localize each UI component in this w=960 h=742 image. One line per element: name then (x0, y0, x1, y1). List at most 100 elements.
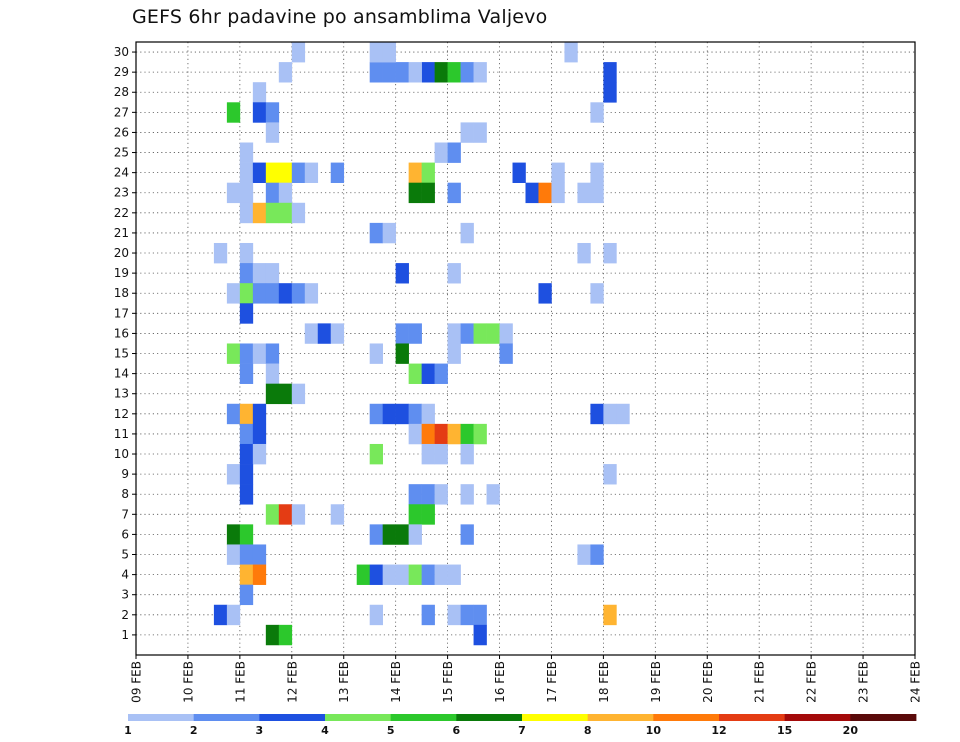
precip-cell (252, 443, 267, 465)
precip-cell (226, 102, 241, 123)
precip-cell (252, 82, 267, 103)
colorbar-segment (456, 714, 523, 721)
precip-cell (265, 624, 280, 646)
precip-cell (499, 343, 513, 364)
precip-cell (304, 323, 319, 344)
precip-cell (473, 604, 487, 626)
y-tick-label: 3 (121, 588, 129, 602)
y-tick-label: 4 (121, 568, 129, 582)
colorbar-label: 1 (124, 724, 132, 737)
x-tick-label: 15 FEB (441, 661, 455, 703)
y-tick-label: 6 (121, 527, 129, 541)
precip-cell (512, 162, 526, 183)
precip-cell (239, 182, 254, 204)
precip-cell (590, 544, 604, 565)
precip-cell (291, 504, 306, 525)
precip-cell (369, 42, 383, 63)
y-tick-label: 26 (114, 125, 129, 139)
x-tick-label: 09 FEB (130, 661, 144, 703)
precip-cell (590, 162, 604, 183)
y-tick-label: 18 (114, 286, 129, 300)
precip-cell (239, 423, 254, 445)
precip-cell (369, 524, 383, 545)
precip-cell (252, 263, 267, 284)
precip-cell (252, 564, 267, 585)
precip-cell (551, 162, 565, 183)
plot-frame (135, 41, 916, 656)
precip-cell (226, 544, 241, 565)
precip-cell (395, 564, 409, 585)
precip-cell (265, 383, 280, 405)
x-tick-label: 16 FEB (493, 661, 507, 703)
precip-cell (239, 363, 254, 384)
precip-cell (278, 283, 293, 304)
precip-cell (577, 182, 591, 204)
x-tick-label: 21 FEB (753, 661, 767, 703)
precip-cell (304, 162, 319, 183)
precip-cell (447, 564, 461, 585)
precip-cell (252, 102, 267, 123)
precip-cell (265, 162, 280, 183)
y-tick-label: 19 (114, 266, 129, 280)
precip-cell (213, 604, 228, 626)
precip-cell (408, 323, 422, 344)
precip-cell (369, 564, 383, 585)
precip-cell (252, 343, 267, 364)
colorbar-segment (719, 714, 786, 721)
precip-cell (616, 403, 630, 425)
y-tick-label: 20 (114, 246, 129, 260)
precip-cell (447, 343, 461, 364)
colorbar: 1 2 3 4 5 6 7 8 10 12 15 20 (124, 714, 917, 737)
precip-cell (395, 62, 409, 83)
precip-cell (265, 343, 280, 364)
precip-cell (460, 323, 474, 344)
precip-cell (265, 202, 280, 224)
precip-cell (382, 62, 396, 83)
precip-cell (447, 323, 461, 344)
precip-cell (239, 303, 254, 324)
colorbar-segment (259, 714, 326, 721)
precip-cell (239, 464, 254, 485)
y-tick-label: 30 (114, 45, 129, 59)
precip-cell (278, 162, 293, 183)
precip-cell (252, 283, 267, 304)
x-tick-label: 13 FEB (337, 661, 351, 703)
precip-cell (538, 182, 552, 204)
precip-cell (603, 604, 617, 626)
precip-cell (239, 524, 254, 545)
data-cells (213, 42, 630, 646)
precip-cell (408, 182, 422, 204)
precip-cell (460, 222, 474, 244)
precip-cell (291, 283, 306, 304)
precip-cell (304, 283, 319, 304)
precip-cell (408, 504, 422, 525)
precip-cell (369, 604, 383, 626)
precip-cell (486, 323, 500, 344)
precip-cell (265, 182, 280, 204)
x-tick-label: 12 FEB (285, 661, 299, 703)
precip-cell (278, 182, 293, 204)
precip-cell (421, 403, 435, 425)
y-tick-label: 17 (114, 306, 129, 320)
precip-cell (226, 403, 241, 425)
precip-cell (590, 102, 604, 123)
precip-cell (408, 363, 422, 384)
precip-cell (395, 403, 409, 425)
precip-cell (590, 403, 604, 425)
precip-cell (434, 484, 448, 505)
y-tick-label: 23 (114, 186, 129, 200)
precip-cell (382, 222, 396, 244)
precip-cell (226, 524, 241, 545)
x-tick-label: 17 FEB (545, 661, 559, 703)
precip-cell (265, 102, 280, 123)
precip-cell (239, 544, 254, 565)
precip-cell (278, 624, 293, 646)
precip-cell (265, 363, 280, 384)
x-tick-label: 24 FEB (909, 661, 923, 703)
y-tick-label: 1 (121, 628, 129, 642)
y-tick-label: 13 (114, 387, 129, 401)
precip-cell (369, 443, 383, 465)
precip-cell (590, 182, 604, 204)
precip-cell (421, 504, 435, 525)
y-tick-label: 29 (114, 65, 129, 79)
